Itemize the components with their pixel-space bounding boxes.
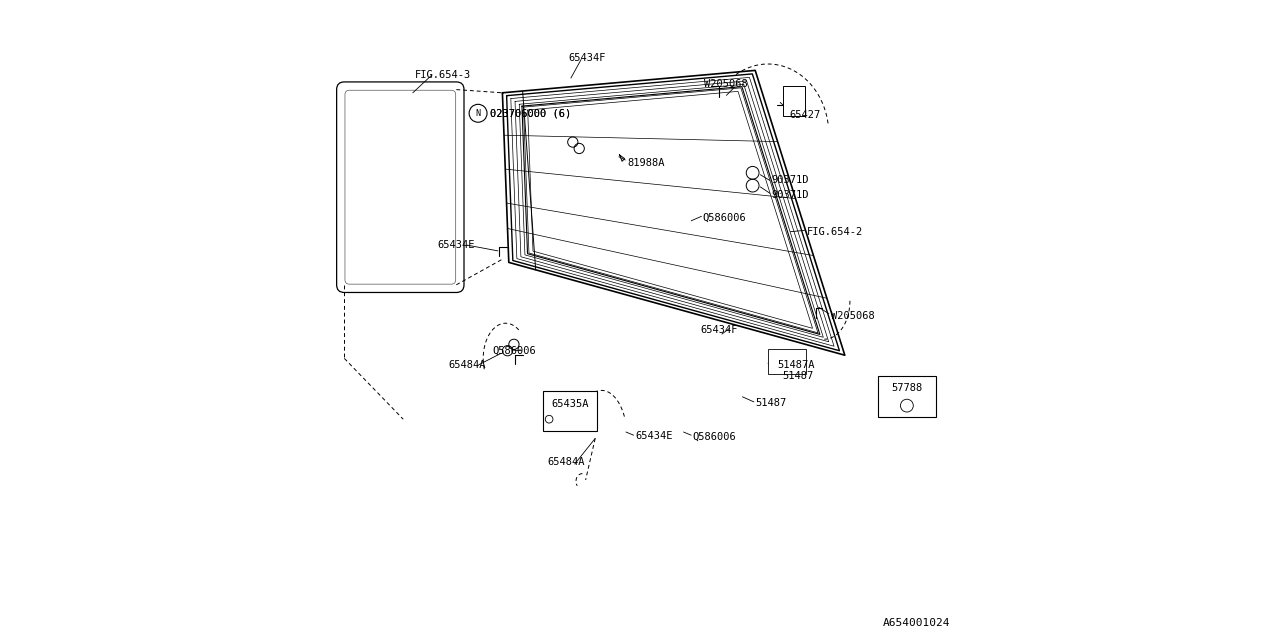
Text: 51487A: 51487A bbox=[777, 360, 814, 370]
Text: Q586006: Q586006 bbox=[703, 212, 746, 223]
Text: 51487: 51487 bbox=[782, 371, 813, 381]
FancyBboxPatch shape bbox=[337, 82, 465, 292]
Text: 023706000 (6): 023706000 (6) bbox=[490, 108, 571, 118]
Bar bbox=[543, 391, 596, 431]
Text: 65434E: 65434E bbox=[438, 240, 475, 250]
Text: 81988A: 81988A bbox=[627, 158, 664, 168]
Text: 65484A: 65484A bbox=[548, 457, 585, 467]
Text: FIG.654-2: FIG.654-2 bbox=[806, 227, 863, 237]
Text: Q586006: Q586006 bbox=[493, 346, 536, 356]
Text: 90371D: 90371D bbox=[772, 189, 809, 200]
Text: 65434F: 65434F bbox=[701, 324, 739, 335]
Text: 65434F: 65434F bbox=[568, 52, 605, 63]
Text: 65427: 65427 bbox=[788, 110, 820, 120]
Text: 023706000 (6): 023706000 (6) bbox=[490, 108, 571, 118]
Text: N: N bbox=[476, 109, 480, 118]
Bar bbox=[878, 376, 936, 417]
Bar bbox=[768, 349, 806, 374]
Text: 57788: 57788 bbox=[891, 383, 923, 393]
Text: Q586006: Q586006 bbox=[692, 431, 736, 442]
Text: W205068: W205068 bbox=[704, 79, 748, 90]
Text: 65484A: 65484A bbox=[448, 360, 485, 370]
Bar bbox=[783, 86, 805, 116]
Text: FIG.654-3: FIG.654-3 bbox=[415, 70, 471, 80]
Text: 65435A: 65435A bbox=[552, 399, 589, 409]
Text: 90371D: 90371D bbox=[772, 175, 809, 186]
Text: W205068: W205068 bbox=[831, 311, 874, 321]
Text: 65434E: 65434E bbox=[635, 431, 672, 442]
Text: A654001024: A654001024 bbox=[883, 618, 950, 628]
Text: 51487: 51487 bbox=[755, 398, 786, 408]
